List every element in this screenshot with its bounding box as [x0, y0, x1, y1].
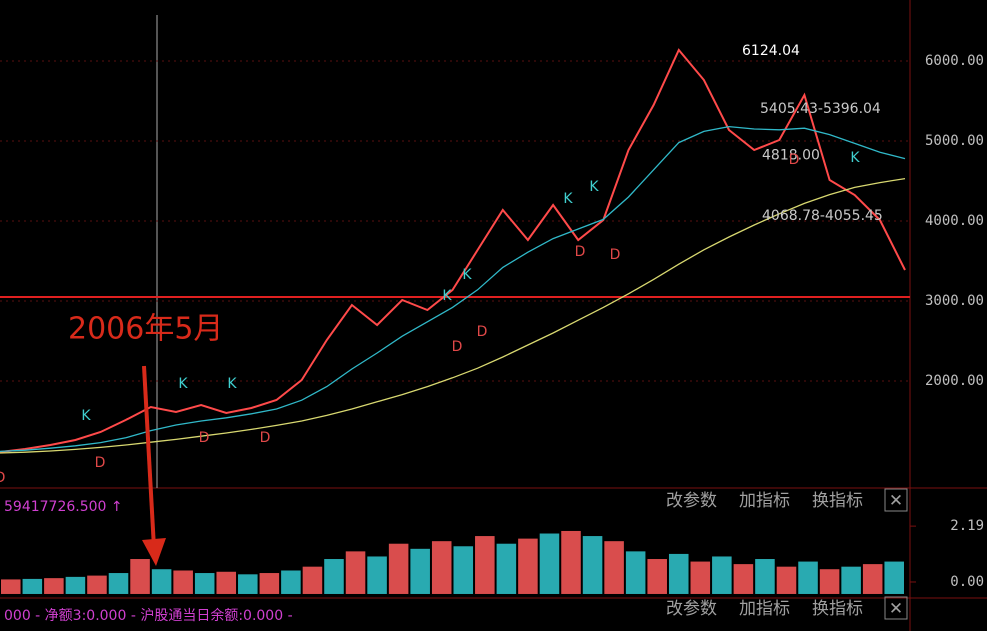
- button-label: 改参数: [666, 491, 717, 511]
- price-line: [0, 125, 906, 453]
- toolbar-button[interactable]: 加指标: [739, 599, 790, 619]
- signal-label: D: [95, 455, 106, 471]
- price-line: [0, 48, 906, 453]
- volume-bar: [518, 538, 538, 594]
- volume-bar: [130, 559, 150, 594]
- volume-bar: [776, 566, 797, 594]
- volume-bar: [194, 573, 215, 594]
- volume-bar: [259, 573, 280, 594]
- signal-label: D: [477, 324, 488, 340]
- y-tick-label: 3000.00: [925, 293, 984, 309]
- signal-label: K: [81, 408, 91, 424]
- volume-bar: [819, 569, 840, 594]
- volume-bar: [475, 536, 495, 594]
- button-label: 加指标: [739, 599, 790, 619]
- signal-label: K: [178, 376, 188, 392]
- signal-label: K: [442, 288, 452, 304]
- volume-bar: [453, 546, 474, 594]
- volume-bar: [862, 564, 883, 594]
- y-tick-label: 2000.00: [925, 373, 984, 389]
- toolbar-button[interactable]: ✕: [884, 596, 908, 620]
- annotation: 2006年5月: [68, 312, 223, 347]
- volume-bar: [841, 566, 861, 594]
- toolbar-button[interactable]: ✕: [884, 488, 908, 512]
- toolbar-button[interactable]: 加指标: [739, 491, 790, 511]
- indicator-value: 59417726.500 ↑: [4, 499, 123, 515]
- volume-bar: [755, 559, 775, 594]
- toolbar-button[interactable]: 换指标: [812, 599, 863, 619]
- button-label: 改参数: [666, 599, 717, 619]
- price-label: 4818.00: [762, 148, 820, 164]
- volume-bar: [733, 564, 754, 594]
- volume-bar: [302, 566, 323, 594]
- volume-bar: [431, 541, 452, 594]
- volume-bar: [798, 561, 818, 594]
- button-label: 换指标: [812, 599, 863, 619]
- volume-bar: [108, 573, 129, 594]
- volume-bar: [712, 556, 732, 594]
- price-label: 4068.78-4055.45: [762, 208, 883, 224]
- volume-bar: [539, 533, 560, 594]
- volume-bar: [238, 574, 258, 594]
- signal-label: D: [575, 244, 586, 260]
- arrow-head: [142, 538, 166, 566]
- volume-bar: [625, 551, 646, 594]
- signal-label: D: [610, 247, 621, 263]
- volume-bar: [582, 536, 603, 594]
- button-label: ✕: [889, 599, 903, 619]
- volume-bar: [884, 561, 904, 594]
- volume-bar: [647, 559, 667, 594]
- signal-label: K: [850, 150, 860, 166]
- volume-bar: [561, 530, 581, 594]
- price-line: [0, 177, 906, 454]
- volume-bar: [410, 548, 430, 594]
- volume-bar: [496, 543, 517, 594]
- volume-bar: [367, 556, 387, 594]
- signal-label: D: [260, 430, 271, 446]
- signal-label: K: [227, 376, 237, 392]
- volume-bar: [173, 570, 193, 594]
- signal-label: D: [789, 152, 800, 168]
- price-label: 5405.43-5396.04: [760, 101, 881, 117]
- signal-label: D: [199, 430, 210, 446]
- volume-bar: [604, 541, 624, 594]
- button-frame: [884, 596, 908, 620]
- volume-bar: [151, 569, 172, 594]
- button-label: 加指标: [739, 491, 790, 511]
- toolbar-button[interactable]: 改参数: [666, 491, 717, 511]
- volume-bar: [281, 570, 301, 594]
- volume-bar: [44, 578, 64, 594]
- volume-bar: [345, 551, 366, 594]
- y-tick-label: 6000.00: [925, 53, 984, 69]
- volume-bar: [668, 553, 689, 594]
- arrow-shaft: [142, 365, 156, 549]
- y-tick-label: 2.19: [950, 518, 984, 534]
- y-tick-label: 0.00: [950, 574, 984, 590]
- y-tick-label: 4000.00: [925, 213, 984, 229]
- signal-label: D: [452, 339, 463, 355]
- volume-bar: [65, 576, 86, 594]
- toolbar-button[interactable]: 换指标: [812, 491, 863, 511]
- button-frame: [884, 488, 908, 512]
- toolbar-button[interactable]: 改参数: [666, 599, 717, 619]
- volume-bar: [690, 561, 711, 594]
- volume-bar: [1, 579, 21, 594]
- volume-bar: [324, 559, 344, 594]
- volume-bar: [87, 575, 107, 594]
- y-tick-label: 5000.00: [925, 133, 984, 149]
- signal-label: K: [462, 267, 472, 283]
- signal-label: D: [0, 470, 5, 486]
- volume-bar: [216, 571, 237, 594]
- status-line: 000 - 净额3:0.000 - 沪股通当日余额:0.000 -: [4, 607, 293, 624]
- button-label: 换指标: [812, 491, 863, 511]
- signal-label: K: [563, 191, 573, 207]
- button-label: ✕: [889, 491, 903, 511]
- volume-bar: [22, 578, 43, 594]
- signal-label: K: [589, 179, 599, 195]
- price-label: 6124.04: [742, 43, 800, 59]
- volume-bar: [388, 543, 409, 594]
